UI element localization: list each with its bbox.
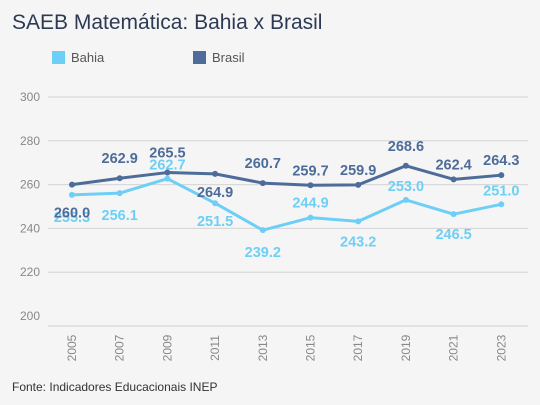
data-label-brasil-2013: 260.7: [245, 156, 281, 172]
data-label-bahia-2013: 239.2: [245, 245, 281, 261]
point-brasil-2013: [259, 180, 266, 187]
point-brasil-2007: [116, 175, 123, 182]
gridlines: [48, 96, 528, 327]
y-tick-label-240: 240: [20, 221, 40, 235]
x-tick-label-2021: 2021: [447, 334, 461, 361]
legend-swatch-bahia: [52, 50, 65, 64]
x-tick-label-2011: 2011: [208, 335, 222, 361]
data-label-bahia-2023: 251.0: [483, 183, 519, 199]
x-tick-label-2007: 2007: [113, 334, 127, 361]
point-bahia-2021: [450, 211, 457, 218]
point-bahia-2009: [164, 175, 171, 182]
x-tick-label-2013: 2013: [256, 334, 270, 361]
y-tick-label-260: 260: [20, 178, 40, 192]
series-lines: [69, 162, 505, 234]
point-bahia-2015: [307, 214, 314, 221]
legend-item-brasil[interactable]: Brasil: [193, 49, 245, 65]
y-tick-label-200: 200: [20, 309, 40, 323]
point-bahia-2007: [116, 190, 123, 197]
data-label-bahia-2021: 246.5: [435, 227, 471, 243]
data-label-bahia-2005: 255.3: [54, 210, 90, 226]
y-axis-ticks: 200 220 240 260 280 300: [20, 90, 40, 323]
x-tick-label-2023: 2023: [494, 334, 508, 361]
point-bahia-2013: [259, 227, 266, 234]
y-tick-label-220: 220: [20, 265, 40, 279]
point-brasil-2015: [307, 182, 314, 189]
data-label-brasil-2007: 262.9: [102, 151, 138, 167]
point-brasil-2011: [212, 170, 219, 177]
data-labels: 255.3 256.1 262.7 251.5 239.2 244.9 243.2 253.0…: [54, 139, 520, 261]
series-line-bahia: [70, 177, 503, 232]
data-label-brasil-2021: 262.4: [435, 157, 471, 173]
point-brasil-2017: [355, 181, 362, 188]
data-label-bahia-2017: 243.2: [340, 234, 376, 250]
x-tick-label-2005: 2005: [65, 334, 79, 361]
data-label-brasil-2005: 260.0: [54, 206, 90, 222]
series-line-brasil: [70, 164, 503, 187]
data-label-brasil-2023: 264.3: [483, 153, 519, 169]
x-axis-ticks: 2005 2007 2009 2011 2013 2015 2017 2019 2021 2023: [65, 334, 508, 361]
data-label-bahia-2009: 262.7: [149, 158, 185, 174]
data-label-bahia-2015: 244.9: [292, 196, 328, 212]
legend-item-bahia[interactable]: Bahia: [52, 49, 104, 65]
point-bahia-2005: [69, 191, 75, 198]
point-brasil-2023: [498, 172, 505, 179]
x-tick-label-2009: 2009: [160, 334, 174, 361]
data-label-brasil-2019: 268.6: [388, 139, 424, 155]
x-tick-label-2017: 2017: [351, 334, 365, 361]
legend-label-bahia: Bahia: [71, 49, 105, 65]
data-label-bahia-2019: 253.0: [388, 179, 424, 195]
point-bahia-2023: [498, 201, 505, 208]
data-label-brasil-2017: 259.9: [340, 163, 376, 179]
data-label-brasil-2015: 259.7: [292, 163, 328, 179]
data-label-brasil-2009: 265.5: [149, 146, 185, 162]
x-tick-label-2015: 2015: [304, 334, 318, 361]
point-bahia-2011: [212, 200, 219, 207]
point-brasil-2019: [402, 162, 409, 169]
point-brasil-2009: [164, 169, 171, 176]
source-note: Fonte: Indicadores Educacionais INEP: [12, 380, 218, 394]
point-brasil-2005: [69, 181, 75, 188]
y-tick-label-280: 280: [20, 134, 40, 148]
legend-label-brasil: Brasil: [212, 49, 245, 65]
y-tick-label-300: 300: [20, 90, 40, 104]
point-bahia-2019: [402, 196, 409, 203]
point-brasil-2021: [450, 176, 457, 183]
x-tick-label-2019: 2019: [399, 334, 413, 361]
chart-title: SAEB Matemática: Bahia x Brasil: [12, 11, 323, 34]
point-bahia-2017: [355, 218, 362, 225]
legend-swatch-brasil: [193, 50, 206, 64]
data-label-brasil-2011: 264.9: [197, 185, 233, 201]
data-label-bahia-2007: 256.1: [102, 208, 138, 224]
data-label-bahia-2011: 251.5: [197, 214, 233, 230]
